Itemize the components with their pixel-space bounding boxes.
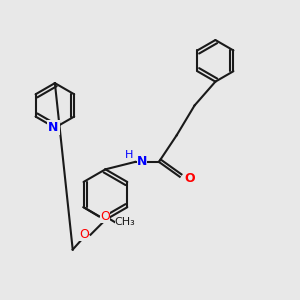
Text: O: O [184, 172, 195, 185]
Text: O: O [100, 210, 110, 223]
Text: CH₃: CH₃ [115, 217, 136, 227]
Text: N: N [48, 121, 59, 134]
Text: N: N [136, 155, 147, 168]
Text: O: O [79, 228, 89, 241]
Text: H: H [125, 150, 134, 161]
